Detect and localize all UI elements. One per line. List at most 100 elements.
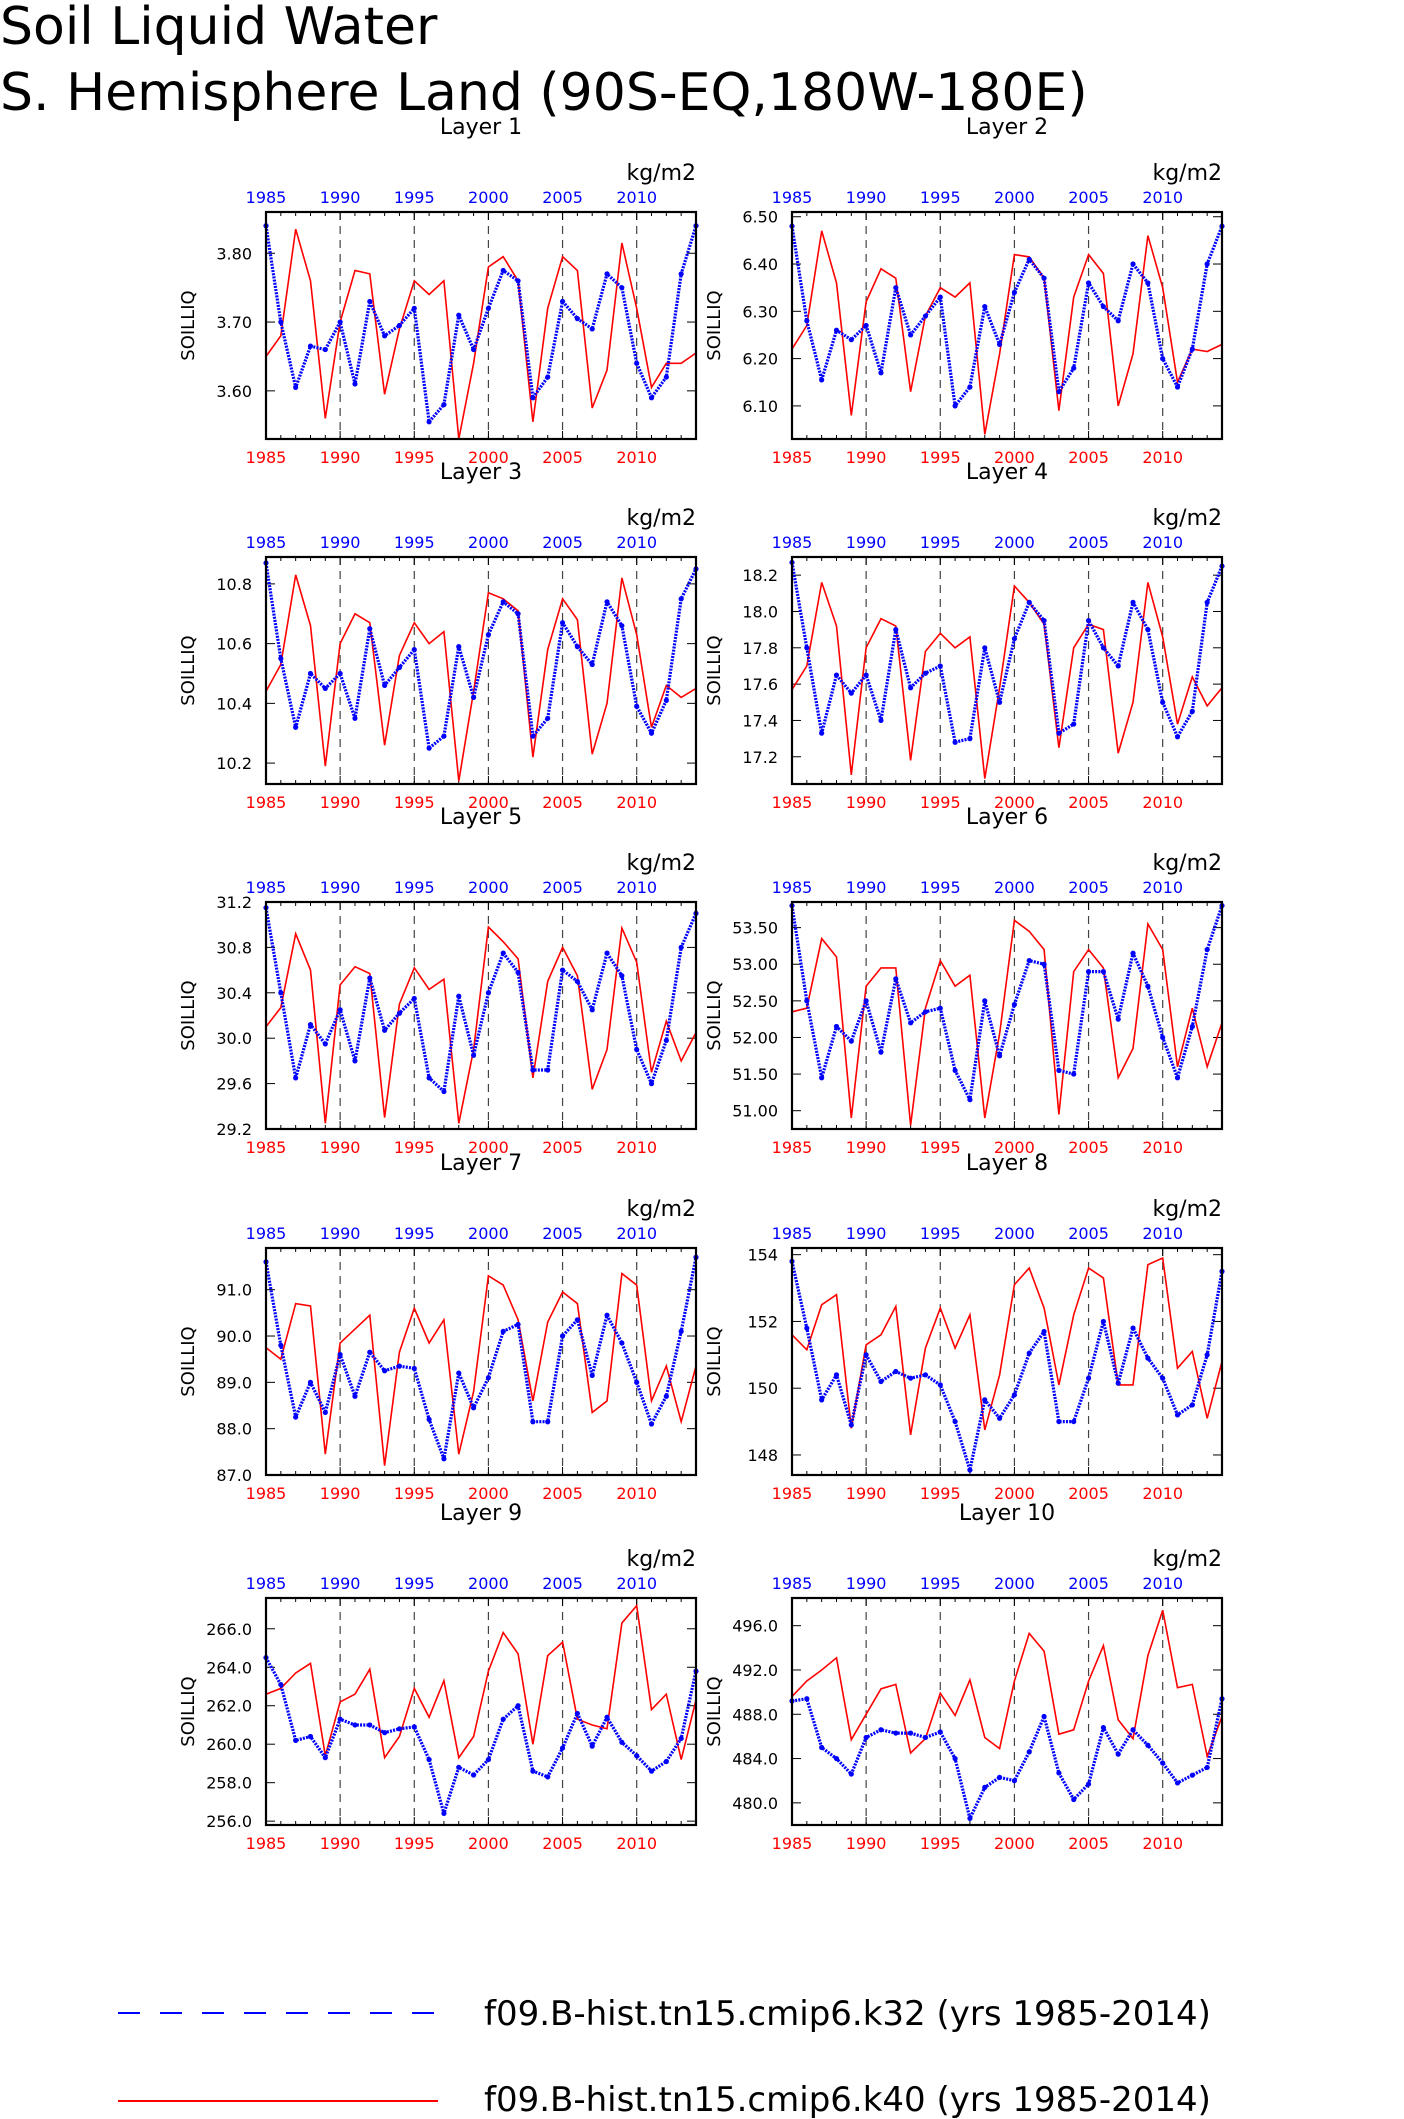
data-point-k32 [1026, 1350, 1032, 1356]
chart-panel-3: Layer 3 kg/m2 SOILLIQ 1985 1985 1990 1990 1995 1… [178, 460, 699, 812]
y-tick-label: 3.60 [216, 382, 252, 401]
data-point-k32 [559, 1333, 566, 1339]
data-point-k32 [500, 599, 506, 605]
y-axis-label: SOILLIQ [178, 290, 199, 360]
data-point-k32 [1145, 280, 1151, 286]
data-point-k32 [559, 298, 566, 305]
data-point-k32 [1071, 1796, 1077, 1803]
y-axis-label: SOILLIQ [178, 980, 199, 1050]
data-point-k32 [937, 1729, 943, 1735]
data-point-k32 [996, 1415, 1003, 1421]
chart-panel-10: Layer 10 kg/m2 SOILLIQ 1985 1985 1990 1990 1995… [704, 1501, 1225, 1853]
data-point-k32 [559, 1745, 566, 1751]
data-point-k32 [337, 1351, 343, 1358]
data-point-k32 [1100, 1724, 1106, 1731]
data-point-k32 [515, 1321, 521, 1328]
data-point-k32 [367, 1349, 373, 1355]
data-point-k32 [545, 1774, 551, 1780]
data-point-k32 [878, 1049, 884, 1055]
data-point-k32 [515, 278, 521, 284]
data-point-k32 [1174, 1780, 1181, 1786]
data-point-k32 [1189, 708, 1195, 714]
data-point-k32 [937, 663, 943, 669]
data-point-k32 [1011, 289, 1018, 295]
data-point-k32 [589, 661, 595, 668]
data-point-k32 [322, 1041, 328, 1047]
data-point-k32 [574, 644, 580, 650]
x-tick-label-top: 2010 [1142, 1574, 1183, 1593]
y-tick-label: 6.30 [742, 302, 778, 321]
x-tick-label-top: 2000 [994, 878, 1035, 897]
data-point-k32 [470, 694, 477, 700]
data-point-k32 [1160, 356, 1166, 362]
data-point-k32 [952, 1755, 958, 1762]
y-axis-label: SOILLIQ [178, 1676, 199, 1746]
panel-title: Layer 8 [966, 1151, 1048, 1176]
y-axis-label: SOILLIQ [178, 635, 199, 705]
data-point-k32 [1100, 1318, 1106, 1325]
data-point-k32 [848, 1038, 854, 1044]
x-tick-label-top: 2005 [1068, 188, 1109, 207]
x-tick-label-bottom: 2010 [616, 1138, 657, 1157]
data-point-k32 [893, 1730, 899, 1736]
plot-frame [790, 1246, 1224, 1477]
x-tick-label-bottom: 2010 [1142, 448, 1183, 467]
data-point-k32 [1026, 957, 1032, 964]
data-point-k32 [530, 395, 536, 401]
series-line-k40 [265, 228, 697, 440]
data-point-k32 [470, 1405, 477, 1411]
x-tick-label-bottom: 2010 [616, 793, 657, 812]
data-point-k32 [1011, 1001, 1018, 1008]
x-tick-label-bottom: 1990 [846, 793, 887, 812]
y-tick-label: 6.50 [742, 208, 778, 227]
data-point-k32 [804, 645, 810, 651]
data-point-k32 [922, 670, 929, 676]
data-point-k32 [604, 1714, 610, 1720]
x-tick-label-top: 2005 [542, 1574, 583, 1593]
data-point-k32 [604, 950, 610, 956]
x-tick-label-top: 1990 [320, 878, 361, 897]
data-point-k32 [441, 1810, 447, 1817]
data-point-k32 [352, 715, 358, 721]
data-point-k32 [1085, 1781, 1092, 1787]
x-tick-label-top: 2005 [542, 188, 583, 207]
y-tick-label: 484.0 [732, 1750, 778, 1769]
data-point-k32 [589, 1743, 595, 1749]
data-point-k32 [922, 1009, 929, 1015]
data-point-k32 [863, 1734, 869, 1741]
y-tick-label: 6.20 [742, 350, 778, 369]
unit-label: kg/m2 [1152, 161, 1222, 186]
x-tick-label-bottom: 2000 [994, 1484, 1035, 1503]
x-tick-label-bottom: 1990 [846, 448, 887, 467]
series-line-k40 [791, 918, 1223, 1126]
x-tick-label-top: 1985 [246, 533, 287, 552]
series-line-k40 [791, 1609, 1223, 1760]
unit-label: kg/m2 [1152, 1197, 1222, 1222]
data-point-k32 [848, 1771, 854, 1777]
x-tick-label-top: 1995 [920, 188, 961, 207]
data-point-k32 [619, 285, 625, 291]
data-point-k32 [426, 419, 432, 425]
data-point-k32 [1145, 1742, 1151, 1748]
x-tick-label-top: 2010 [1142, 1224, 1183, 1243]
data-point-k32 [1160, 1760, 1166, 1766]
data-point-k32 [322, 1409, 328, 1416]
unit-label: kg/m2 [626, 1197, 696, 1222]
legend: f09.B-hist.tn15.cmip6.k32 (yrs 1985-2014… [118, 1994, 1211, 2119]
data-point-k32 [337, 319, 343, 325]
data-point-k32 [322, 685, 328, 692]
x-tick-label-top: 2010 [1142, 533, 1183, 552]
unit-label: kg/m2 [1152, 851, 1222, 876]
data-point-k32 [663, 374, 669, 380]
x-tick-label-bottom: 2010 [616, 448, 657, 467]
y-tick-label: 52.50 [732, 992, 778, 1011]
x-tick-label-bottom: 2010 [1142, 793, 1183, 812]
data-point-k32 [863, 1352, 869, 1358]
figure-title: Soil Liquid Water [0, 0, 438, 57]
chart-panel-4: Layer 4 kg/m2 SOILLIQ 1985 1985 1990 1990 1995 1… [704, 460, 1225, 812]
data-point-k32 [470, 1772, 477, 1778]
unit-label: kg/m2 [1152, 1547, 1222, 1572]
data-point-k32 [411, 305, 417, 311]
data-point-k32 [893, 627, 899, 633]
data-point-k32 [648, 730, 655, 736]
